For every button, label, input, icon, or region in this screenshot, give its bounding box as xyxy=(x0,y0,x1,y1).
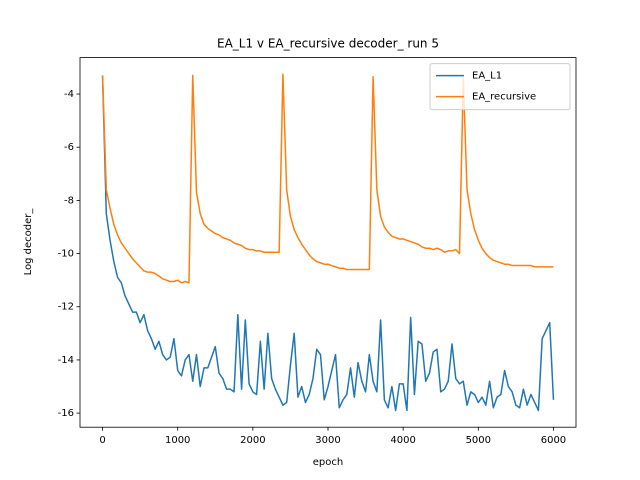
x-tick-label: 5000 xyxy=(466,435,491,446)
y-tick-label: -6 xyxy=(64,142,74,153)
x-tick-label: 2000 xyxy=(240,435,265,446)
y-tick-label: -12 xyxy=(58,302,74,313)
x-tick-label: 3000 xyxy=(315,435,340,446)
y-tick-label: -4 xyxy=(64,89,74,100)
line xyxy=(101,73,554,284)
y-tick-label: -8 xyxy=(64,195,74,206)
x-axis-label: epoch xyxy=(313,457,343,468)
x-tick-label: 4000 xyxy=(390,435,415,446)
x-tick-label: 0 xyxy=(99,435,105,446)
y-axis-label: Log decoder_ xyxy=(23,208,34,276)
y-tick-label: -10 xyxy=(58,249,74,260)
axes-frame xyxy=(79,57,577,428)
chart-title: EA_L1 v EA_recursive decoder_ run 5 xyxy=(217,37,439,51)
y-tick-label: -16 xyxy=(58,408,74,419)
legend-box xyxy=(429,63,571,111)
legend-label: EA_recursive xyxy=(472,92,536,103)
x-tick-label: 1000 xyxy=(165,435,190,446)
line xyxy=(101,75,555,412)
x-tick-label: 6000 xyxy=(541,435,566,446)
legend-label: EA_L1 xyxy=(472,71,502,82)
y-tick-label: -14 xyxy=(58,355,74,366)
